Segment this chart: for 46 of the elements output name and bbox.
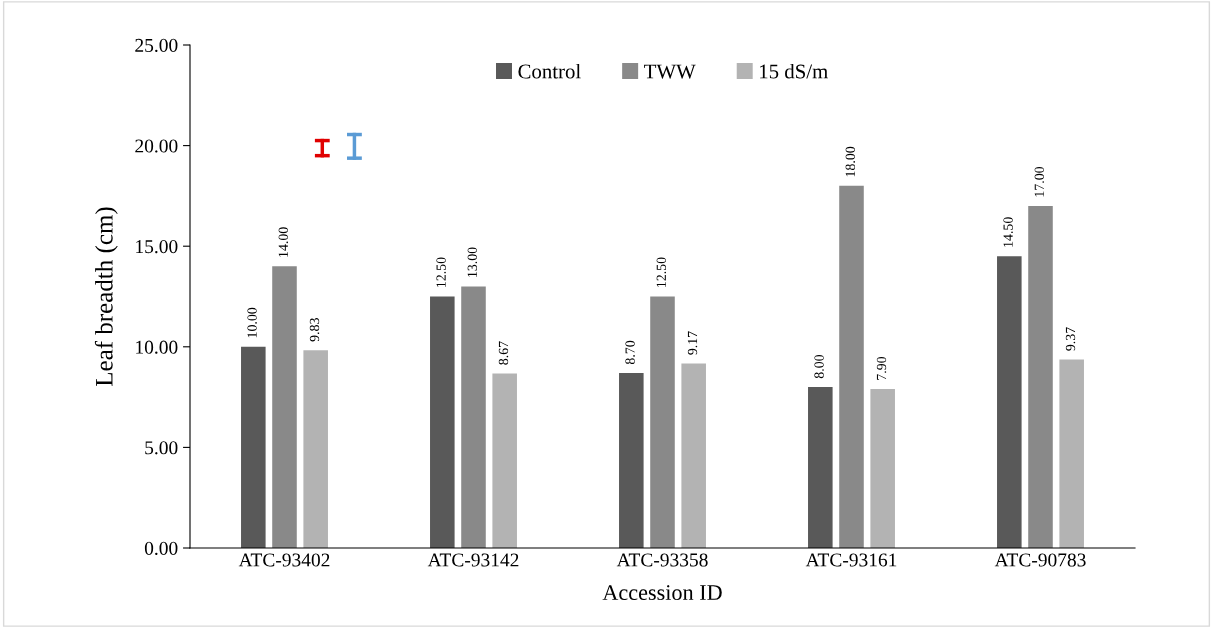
data-label: 8.67 bbox=[498, 341, 509, 365]
legend-label: Control bbox=[518, 63, 581, 79]
data-label: 14.50 bbox=[1003, 217, 1013, 247]
bar bbox=[492, 373, 517, 548]
x-tick-label: ATC-93142 bbox=[427, 553, 519, 567]
data-label: 18.00 bbox=[845, 146, 856, 177]
bar bbox=[272, 266, 297, 548]
data-label: 12.50 bbox=[656, 257, 667, 287]
x-tick-label: ATC-90783 bbox=[994, 553, 1086, 567]
legend-label: TWW bbox=[644, 64, 696, 79]
x-tick-label: ATC-93358 bbox=[616, 553, 708, 567]
bar bbox=[997, 256, 1022, 548]
legend-label: 15 dS/m bbox=[760, 63, 828, 79]
bar bbox=[619, 372, 644, 548]
bar bbox=[241, 346, 266, 548]
bar bbox=[430, 296, 455, 548]
y-tick-label: 10.00 bbox=[136, 340, 178, 354]
bar bbox=[461, 286, 486, 548]
bar bbox=[808, 387, 833, 548]
bar bbox=[681, 363, 706, 548]
bar bbox=[650, 296, 675, 548]
bar bbox=[303, 350, 328, 548]
data-label: 12.50 bbox=[436, 257, 446, 287]
x-tick-label: ATC-93402 bbox=[238, 553, 330, 567]
data-label: 9.83 bbox=[309, 318, 320, 342]
data-label: 14.00 bbox=[278, 227, 289, 257]
data-label: 7.90 bbox=[876, 356, 887, 380]
data-label: 9.17 bbox=[687, 331, 698, 355]
data-label: 13.00 bbox=[467, 247, 478, 277]
data-label: 17.00 bbox=[1034, 166, 1045, 197]
x-axis-title: Accession ID bbox=[602, 585, 722, 601]
y-tick-label: 15.00 bbox=[136, 240, 178, 254]
data-label: 10.00 bbox=[247, 307, 257, 338]
data-label: 9.37 bbox=[1065, 327, 1076, 351]
bar bbox=[1028, 205, 1053, 548]
data-label: 8.70 bbox=[625, 340, 635, 365]
bar bbox=[1059, 359, 1084, 548]
y-tick-label: 0.00 bbox=[144, 541, 178, 556]
y-tick-label: 25.00 bbox=[135, 38, 178, 53]
x-tick-label: ATC-93161 bbox=[805, 553, 897, 567]
y-axis-title: Leaf breadth (cm) bbox=[94, 207, 118, 386]
y-tick-label: 5.00 bbox=[145, 441, 178, 455]
bar bbox=[870, 389, 895, 548]
data-label: 8.00 bbox=[814, 354, 824, 379]
bar bbox=[839, 185, 864, 548]
y-tick-label: 20.00 bbox=[135, 139, 178, 153]
